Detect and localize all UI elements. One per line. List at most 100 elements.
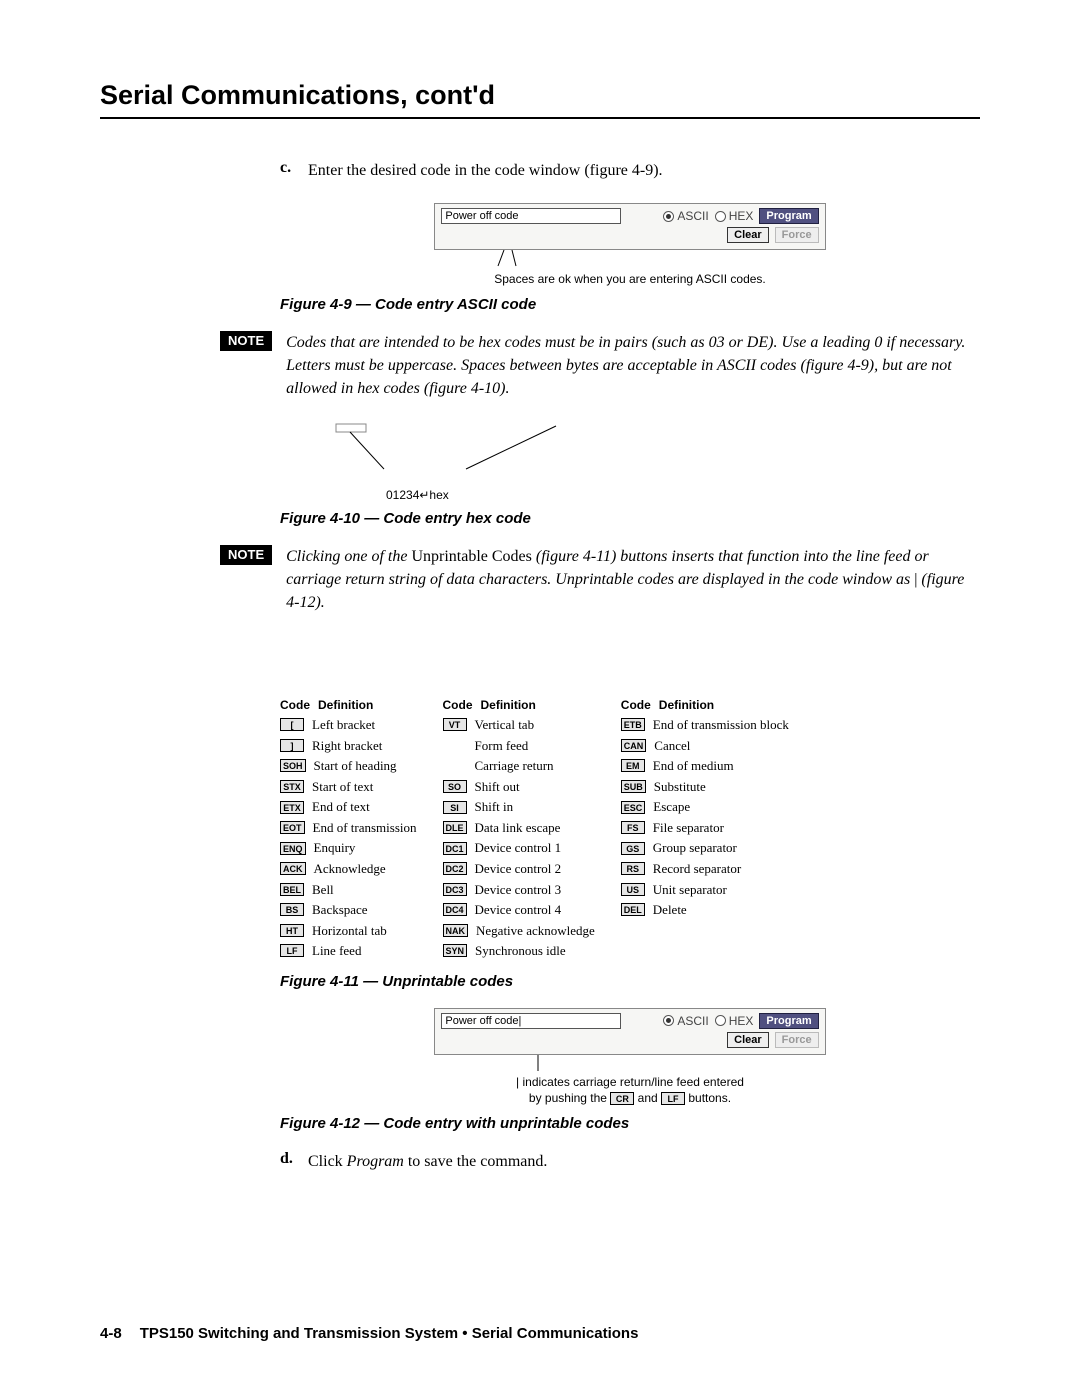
radio-ascii-label: ASCII [677, 1014, 708, 1028]
code-definition: Backspace [312, 901, 368, 919]
code-definition: Device control 4 [475, 901, 562, 919]
code-row: GSGroup separator [621, 839, 789, 857]
code-row: FS File separator [621, 819, 789, 837]
code-row: HTHorizontal tab [280, 922, 417, 940]
code-definition: Form feed [475, 737, 529, 755]
code-definition: Start of text [312, 778, 373, 796]
fig12-callout1: | indicates carriage return/line feed en… [280, 1075, 980, 1089]
code-panel-fig9: ASCII HEX Program Clear Force [434, 203, 825, 250]
code-definition: Start of heading [314, 757, 397, 775]
code-definition: Data link escape [475, 819, 561, 837]
figure-4-12: ASCII HEX Program Clear Force | indicate… [280, 1008, 980, 1105]
radio-ascii-fig12[interactable]: ASCII [663, 1014, 708, 1028]
force-button[interactable]: Force [775, 227, 819, 243]
code-chip: DC4 [443, 903, 467, 916]
clear-button[interactable]: Clear [727, 1032, 769, 1048]
code-chip: SI [443, 801, 467, 814]
step-c-letter: c. [280, 159, 294, 183]
code-chip: FS [621, 821, 645, 834]
code-chip: [ [280, 718, 304, 731]
codes-col-2: CodeDefinition VTVertical tabForm feedCa… [443, 698, 595, 963]
radio-hex-fig12[interactable]: HEX [715, 1014, 754, 1028]
note-2-text: Clicking one of the Unprintable Codes (f… [286, 545, 980, 615]
col-hdr-def: Definition [481, 698, 536, 712]
program-button[interactable]: Program [759, 1013, 818, 1029]
code-chip: EM [621, 759, 645, 772]
cr-chip-icon: CR [610, 1092, 634, 1105]
code-chip: ETB [621, 718, 645, 731]
step-c-text: Enter the desired code in the code windo… [308, 159, 663, 183]
code-definition: Shift out [475, 778, 520, 796]
code-row: SO Shift out [443, 778, 595, 796]
code-definition: Enquiry [314, 839, 356, 857]
code-chip: RS [621, 862, 645, 875]
code-definition: File separator [653, 819, 724, 837]
code-row: DC4 Device control 4 [443, 901, 595, 919]
code-definition: Device control 2 [475, 860, 562, 878]
codes-col-3: Code Definition ETB End of transmission bl… [621, 698, 789, 963]
code-chip: ESC [621, 801, 646, 814]
step-c: c. Enter the desired code in the code wi… [280, 159, 980, 183]
fig10-hex-text: 01234↵hex [386, 488, 980, 502]
code-chip: SOH [280, 759, 306, 772]
code-definition: Right bracket [312, 737, 382, 755]
code-row: BSBackspace [280, 901, 417, 919]
code-input-fig12[interactable] [441, 1013, 621, 1029]
step-d: d. Click Program to save the command. [280, 1150, 980, 1174]
code-definition: End of text [312, 798, 370, 816]
program-button[interactable]: Program [759, 208, 818, 224]
lf-chip-icon: LF [661, 1092, 685, 1105]
code-chip: SUB [621, 780, 646, 793]
code-row: STXStart of text [280, 778, 417, 796]
code-chip: DEL [621, 903, 645, 916]
code-chip: BEL [280, 883, 304, 896]
radio-dot-icon [663, 1015, 674, 1026]
note-badge: NOTE [220, 331, 272, 351]
code-definition: Shift in [475, 798, 514, 816]
code-row: DLE Data link escape [443, 819, 595, 837]
radio-dot-icon [715, 1015, 726, 1026]
code-row: DC3Device control 3 [443, 881, 595, 899]
code-chip: ] [280, 739, 304, 752]
code-row: DC1Device control 1 [443, 839, 595, 857]
code-row: SOH Start of heading [280, 757, 417, 775]
force-button[interactable]: Force [775, 1032, 819, 1048]
clear-button[interactable]: Clear [727, 227, 769, 243]
code-chip: CAN [621, 739, 647, 752]
figure-4-10: 01234↵hex [326, 421, 980, 502]
col-hdr-def: Definition [659, 698, 714, 712]
code-definition: Horizontal tab [312, 922, 387, 940]
code-row: NAK Negative acknowledge [443, 922, 595, 940]
note-1: NOTE Codes that are intended to be hex c… [220, 331, 980, 401]
fig12-caption: Figure 4-12 — Code entry with unprintabl… [280, 1115, 980, 1132]
fig12-callout2: by pushing the CR and LF buttons. [280, 1091, 980, 1105]
code-chip [443, 759, 467, 772]
code-row: ENQEnquiry [280, 839, 417, 857]
code-row: ETB End of transmission block [621, 716, 789, 734]
radio-ascii-fig9[interactable]: ASCII [663, 209, 708, 223]
code-definition: Cancel [654, 737, 690, 755]
code-chip: US [621, 883, 645, 896]
code-definition: Left bracket [312, 716, 375, 734]
radio-hex-fig9[interactable]: HEX [715, 209, 754, 223]
code-chip: NAK [443, 924, 469, 937]
code-definition: Device control 3 [475, 881, 562, 899]
code-row: DELDelete [621, 901, 789, 919]
note-2: NOTE Clicking one of the Unprintable Cod… [220, 545, 980, 615]
code-chip [443, 739, 467, 752]
code-row: LFLine feed [280, 942, 417, 960]
code-chip: EOT [280, 821, 305, 834]
code-definition: Carriage return [475, 757, 554, 775]
code-chip: VT [443, 718, 467, 731]
code-definition: Negative acknowledge [476, 922, 595, 940]
col-hdr-code: Code [621, 698, 653, 712]
radio-ascii-label: ASCII [677, 209, 708, 223]
radio-dot-icon [663, 211, 674, 222]
code-chip: DLE [443, 821, 467, 834]
code-input-fig9[interactable] [441, 208, 621, 224]
step-d-letter: d. [280, 1150, 294, 1174]
code-definition: End of transmission block [653, 716, 789, 734]
code-definition: Synchronous idle [475, 942, 566, 960]
code-row: RSRecord separator [621, 860, 789, 878]
code-chip: SO [443, 780, 467, 793]
